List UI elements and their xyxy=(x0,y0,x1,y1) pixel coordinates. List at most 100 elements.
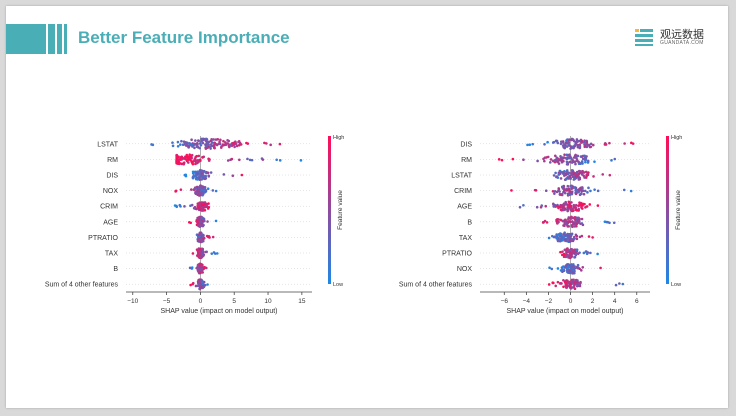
shap-point xyxy=(576,154,580,158)
shap-point xyxy=(562,285,565,289)
shap-point xyxy=(189,283,192,287)
feature-label: LSTAT xyxy=(97,141,118,148)
shap-point xyxy=(569,282,572,286)
shap-point xyxy=(528,143,532,147)
shap-point xyxy=(150,143,153,146)
shap-point xyxy=(231,174,235,178)
shap-point xyxy=(568,153,571,156)
shap-point xyxy=(191,162,195,166)
shap-point xyxy=(567,177,570,180)
shap-point xyxy=(574,253,578,256)
shap-point xyxy=(563,224,566,228)
shap-point xyxy=(278,142,282,146)
shap-point xyxy=(200,175,204,179)
shap-point xyxy=(194,161,198,165)
shap-point xyxy=(575,171,579,175)
shap-point xyxy=(569,147,572,150)
feature-label: LSTAT xyxy=(451,173,472,180)
feature-label: TAX xyxy=(459,235,472,242)
shap-point xyxy=(542,220,545,224)
shap-point xyxy=(206,220,209,223)
shap-point xyxy=(577,178,581,181)
shap-point xyxy=(573,218,577,221)
shap-point xyxy=(567,234,570,237)
feature-label: NOX xyxy=(103,188,119,195)
x-tick-label: −2 xyxy=(545,298,553,305)
shap-point xyxy=(544,204,548,208)
shap-point xyxy=(569,266,573,270)
shap-point xyxy=(196,143,199,147)
shap-point xyxy=(201,235,205,238)
shap-point xyxy=(589,189,592,193)
shap-point xyxy=(554,171,557,175)
shap-point xyxy=(580,160,584,163)
shap-point xyxy=(195,154,198,158)
feature-label: Sum of 4 other features xyxy=(399,282,473,289)
shap-point xyxy=(553,203,557,207)
shap-point xyxy=(565,267,569,270)
shap-point xyxy=(553,154,557,158)
shap-point xyxy=(203,191,206,194)
shap-point xyxy=(201,249,205,253)
shap-point xyxy=(202,206,205,210)
shap-point xyxy=(197,224,200,228)
shap-point xyxy=(559,193,563,196)
shap-point xyxy=(191,170,195,174)
shap-point xyxy=(558,169,562,173)
shap-point xyxy=(199,222,202,226)
shap-point xyxy=(565,189,569,192)
shap-point xyxy=(184,157,187,161)
x-tick-label: −6 xyxy=(501,298,509,305)
shap-point xyxy=(573,269,576,273)
shap-point xyxy=(579,192,583,196)
shap-point xyxy=(226,138,229,142)
shap-point xyxy=(184,174,188,178)
shap-point xyxy=(188,266,192,270)
shap-point xyxy=(195,145,199,149)
shap-point xyxy=(206,283,209,286)
shap-point xyxy=(564,219,567,222)
shap-point xyxy=(577,216,580,220)
shap-point xyxy=(583,154,586,158)
shap-point xyxy=(573,284,576,287)
shap-point xyxy=(201,156,204,159)
shap-point xyxy=(566,205,569,209)
shap-point xyxy=(583,189,587,193)
shap-point xyxy=(209,143,213,146)
shap-point xyxy=(206,187,210,191)
colorbar-high-label: High xyxy=(671,135,682,141)
shap-point xyxy=(555,157,559,161)
shap-point xyxy=(623,142,626,145)
shap-point xyxy=(554,284,558,288)
shap-point xyxy=(564,177,568,181)
shap-point xyxy=(572,186,576,189)
shap-point xyxy=(185,144,188,147)
shap-point xyxy=(586,159,590,163)
shap-point xyxy=(556,280,560,284)
shap-point xyxy=(583,202,586,206)
logo-text-cn: 观远数据 xyxy=(660,28,704,41)
shap-point xyxy=(196,139,200,142)
shap-point xyxy=(198,191,201,195)
shap-point xyxy=(570,201,573,204)
shap-point xyxy=(201,185,205,189)
shap-point xyxy=(233,145,236,149)
shap-point xyxy=(226,159,230,162)
shap-point xyxy=(572,172,576,175)
shap-point xyxy=(189,158,192,162)
shap-point xyxy=(566,208,570,211)
shap-point xyxy=(578,201,581,204)
shap-point xyxy=(201,219,205,223)
shap-point xyxy=(567,172,570,176)
shap-point xyxy=(569,191,573,194)
shap-point xyxy=(226,142,229,145)
shap-point xyxy=(583,139,586,142)
shap-point xyxy=(562,235,565,239)
shap-point xyxy=(181,143,185,146)
shap-point xyxy=(577,172,580,176)
feature-label: TAX xyxy=(105,251,118,258)
shap-point xyxy=(561,219,565,223)
shap-point xyxy=(574,203,578,207)
shap-point xyxy=(194,158,197,162)
shap-point xyxy=(567,143,570,146)
